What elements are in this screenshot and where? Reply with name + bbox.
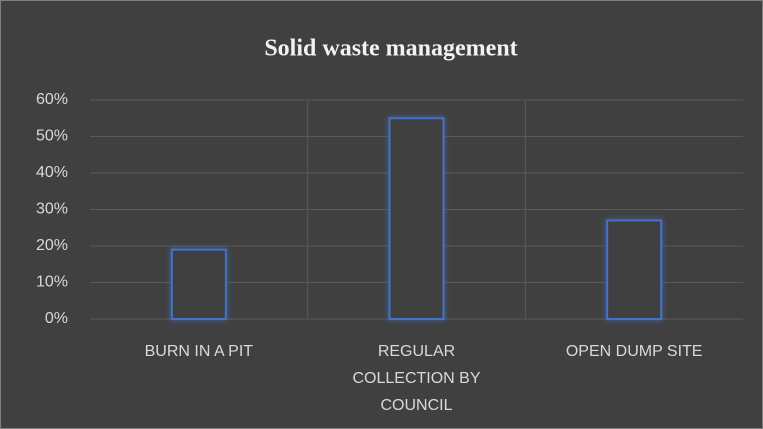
x-tick-label: REGULAR COLLECTION BY COUNCIL <box>352 343 480 414</box>
bar <box>606 219 663 320</box>
y-tick-label: 60% <box>36 91 68 108</box>
y-tick-label: 30% <box>36 201 68 218</box>
y-tick-label: 10% <box>36 274 68 291</box>
y-tick-label: 20% <box>36 237 68 254</box>
y-tick-label: 40% <box>36 164 68 181</box>
bar <box>170 248 227 320</box>
bar <box>388 117 445 320</box>
chart-title: Solid waste management <box>264 36 517 62</box>
y-tick-label: 50% <box>36 128 68 145</box>
x-tick-label: BURN IN A PIT <box>145 343 254 360</box>
y-tick-label: 0% <box>45 310 68 327</box>
x-tick-label: OPEN DUMP SITE <box>566 343 703 360</box>
